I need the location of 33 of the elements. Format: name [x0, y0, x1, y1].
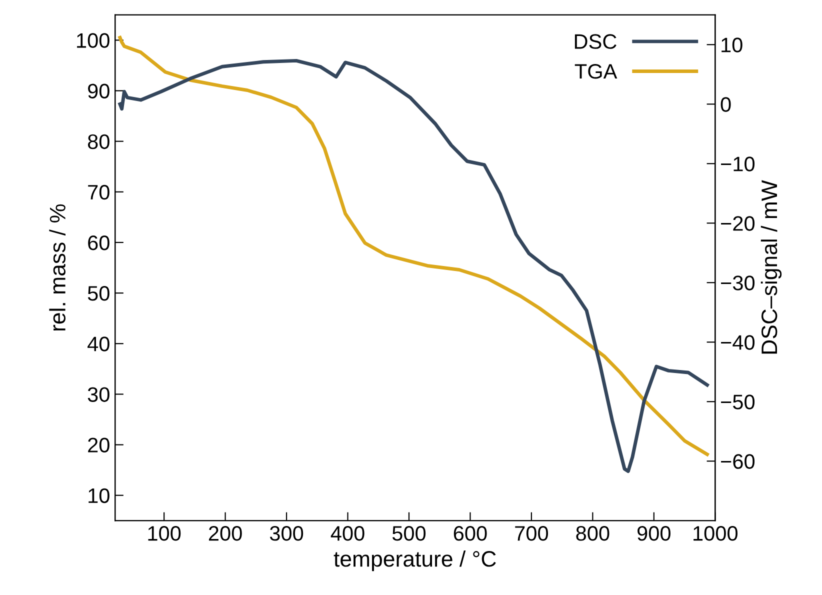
x-tick-label: 900	[638, 526, 670, 541]
y2-tick-label: 10	[722, 38, 742, 52]
x-tick-label: 600	[454, 526, 487, 541]
legend-label: DSC	[574, 34, 616, 49]
x-tick-label: 300	[270, 526, 304, 541]
x-tick-label: 400	[330, 526, 364, 541]
y-tick-label: 10	[88, 488, 110, 504]
y2-axis-title: DSC–signal / mW	[760, 180, 782, 354]
y-tick-label: 60	[88, 235, 110, 250]
y2-tick-label: −30	[721, 276, 755, 290]
x-tick-label: 200	[208, 526, 242, 541]
y2-tick-label: −40	[721, 335, 755, 350]
x-tick-label: 100	[148, 526, 181, 541]
y2-tick-label: −20	[721, 216, 755, 231]
x-tick-label: 700	[515, 526, 548, 541]
x-tick-label: 500	[392, 526, 426, 541]
y2-tick-label: −10	[721, 156, 755, 172]
y-tick-label: 30	[88, 387, 110, 402]
y-axis-title: rel. mass / %	[49, 204, 66, 330]
y-tick-label: 20	[88, 438, 110, 453]
y2-tick-label: −60	[721, 454, 755, 469]
x-tick-label: 1000	[694, 526, 738, 541]
y2-tick-label: 0	[720, 97, 731, 112]
y-tick-label: 90	[88, 84, 110, 98]
y-tick-label: 70	[88, 184, 110, 200]
legend-label: TGA	[574, 64, 618, 79]
y-tick-label: 80	[88, 134, 110, 150]
y-tick-label: 40	[88, 336, 110, 352]
x-axis-title: temperature / °C	[334, 550, 496, 572]
x-tick-label: 800	[576, 526, 610, 541]
y2-tick-label: −50	[721, 394, 755, 410]
y-tick-label: 50	[88, 286, 110, 301]
y-tick-label: 100	[77, 33, 110, 48]
